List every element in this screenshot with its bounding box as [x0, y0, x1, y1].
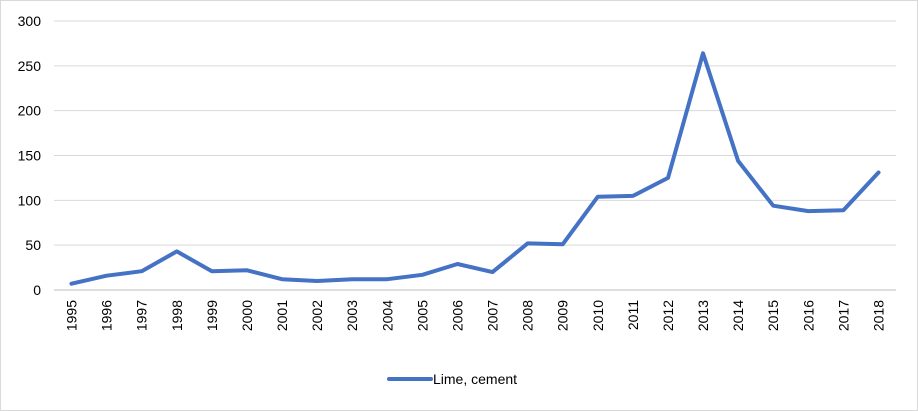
x-tick-label: 2003: [344, 300, 360, 331]
x-tick-label: 1996: [99, 300, 115, 331]
y-tick-label: 250: [18, 58, 42, 74]
data-point: [280, 277, 284, 281]
x-tick-label: 2000: [239, 300, 255, 331]
x-tick-label: 1999: [204, 300, 220, 331]
data-point: [526, 241, 530, 245]
y-tick-label: 50: [25, 237, 41, 253]
data-point: [806, 209, 810, 213]
data-point: [561, 242, 565, 246]
data-point: [491, 270, 495, 274]
data-point: [350, 277, 354, 281]
x-tick-label: 2013: [695, 300, 711, 331]
x-tick-label: 2018: [870, 300, 886, 331]
x-tick-label: 2014: [730, 300, 746, 331]
data-point: [736, 159, 740, 163]
x-tick-label: 2010: [590, 300, 606, 331]
y-tick-label: 0: [33, 282, 41, 298]
data-point: [385, 277, 389, 281]
gridlines: [54, 20, 896, 291]
data-point: [631, 194, 635, 198]
y-tick-label: 150: [18, 148, 42, 164]
data-point: [771, 204, 775, 208]
data-point: [210, 269, 214, 273]
x-tick-label: 2008: [520, 300, 536, 331]
y-tick-label: 300: [18, 13, 42, 29]
data-point: [596, 195, 600, 199]
y-tick-label: 100: [18, 192, 42, 208]
data-point: [245, 268, 249, 272]
data-point: [456, 262, 460, 266]
series-line-0: [69, 51, 881, 286]
y-axis-ticks: 0 50 100 150 200 250 300: [18, 13, 42, 298]
legend-label-lime-cement: Lime, cement: [433, 371, 517, 387]
data-point: [420, 273, 424, 277]
data-point: [315, 279, 319, 283]
x-tick-label: 2009: [555, 300, 571, 331]
data-point: [701, 51, 705, 55]
data-point: [140, 269, 144, 273]
x-tick-label: 2007: [485, 300, 501, 331]
x-axis-ticks: 1995 1996 1997 1998 1999 2000 2001 2002 2003 2004…: [64, 300, 887, 331]
data-point: [175, 249, 179, 253]
legend: Lime, cement: [387, 371, 517, 387]
series-layer: [69, 51, 881, 286]
x-tick-label: 2005: [414, 300, 430, 331]
x-tick-label: 2012: [660, 300, 676, 331]
x-tick-label: 2016: [800, 300, 816, 331]
x-tick-label: 2017: [835, 300, 851, 331]
data-point: [70, 282, 74, 286]
x-tick-label: 2006: [449, 300, 465, 331]
data-point: [666, 176, 670, 180]
x-tick-label: 2015: [765, 300, 781, 331]
x-tick-label: 1997: [134, 300, 150, 331]
x-tick-label: 1995: [64, 300, 80, 331]
x-tick-label: 2001: [274, 300, 290, 331]
y-tick-label: 200: [18, 103, 42, 119]
x-tick-label: 2004: [379, 300, 395, 331]
x-tick-label: 2011: [625, 300, 641, 330]
x-tick-label: 1998: [169, 300, 185, 331]
data-point: [105, 274, 109, 278]
data-point: [841, 208, 845, 212]
x-tick-label: 2002: [309, 300, 325, 331]
data-point: [877, 171, 881, 175]
